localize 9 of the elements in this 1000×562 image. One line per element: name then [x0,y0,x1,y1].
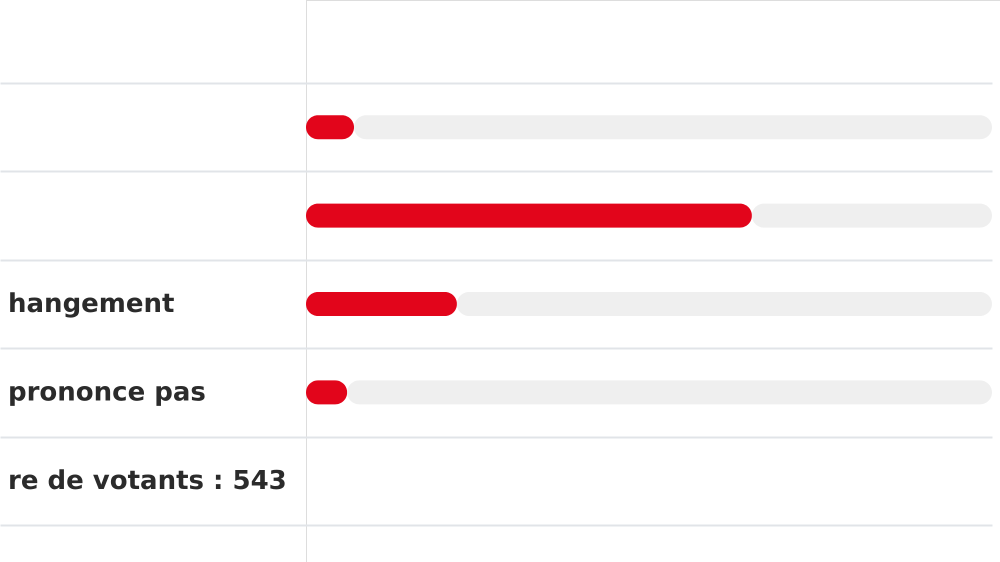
bar [306,292,457,316]
y-tick-label: prononce pas [8,377,206,408]
y-tick-label: hangement [8,289,174,319]
bar [456,292,992,316]
text: re de votants : 543 [8,466,287,496]
bar [752,204,992,228]
bar [354,115,992,140]
bar [306,204,752,228]
bar [347,380,992,404]
